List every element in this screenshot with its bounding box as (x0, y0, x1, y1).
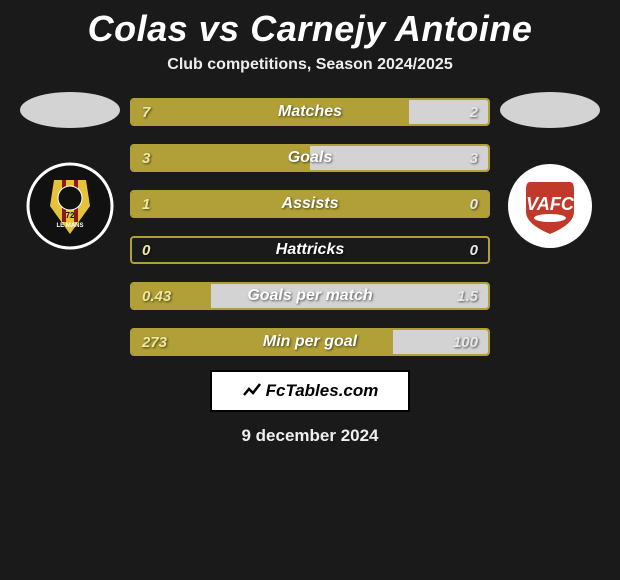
left-ellipse (20, 92, 120, 128)
stat-label: Matches (278, 103, 342, 121)
vs-text: vs (199, 8, 240, 49)
stat-value-right: 100 (453, 334, 478, 351)
svg-text:72: 72 (66, 211, 75, 220)
page-title: Colas vs Carnejy Antoine (88, 8, 533, 50)
stat-row-matches: 7 Matches 2 (130, 98, 490, 126)
date-text: 9 december 2024 (241, 426, 378, 446)
source-text: FcTables.com (266, 381, 379, 401)
subtitle: Club competitions, Season 2024/2025 (167, 56, 452, 74)
player2-name: Carnejy Antoine (250, 8, 532, 49)
player1-name: Colas (88, 8, 189, 49)
stat-value-right: 2 (470, 104, 478, 121)
bar-fill-right (310, 146, 488, 170)
stat-label: Hattricks (276, 241, 344, 259)
svg-text:LE MANS: LE MANS (57, 223, 84, 229)
svg-text:VAFC: VAFC (526, 194, 575, 214)
stat-value-right: 0 (470, 242, 478, 259)
main-content: 72 LE MANS 7 Matches 2 3 Goals 3 1 Assis… (0, 92, 620, 356)
bar-fill-left (132, 100, 409, 124)
stat-value-left: 0 (142, 242, 150, 259)
stat-label: Goals (288, 149, 332, 167)
stat-value-left: 3 (142, 150, 150, 167)
stat-value-left: 1 (142, 196, 150, 213)
stat-label: Goals per match (247, 287, 372, 305)
right-club-badge: VAFC (506, 162, 594, 250)
stat-value-right: 0 (470, 196, 478, 213)
right-ellipse (500, 92, 600, 128)
stat-row-hattricks: 0 Hattricks 0 (130, 236, 490, 264)
chart-icon (242, 381, 262, 401)
stat-row-assists: 1 Assists 0 (130, 190, 490, 218)
stat-label: Assists (282, 195, 339, 213)
left-side: 72 LE MANS (10, 92, 130, 250)
stat-row-min-per-goal: 273 Min per goal 100 (130, 328, 490, 356)
stat-value-left: 273 (142, 334, 167, 351)
source-attribution: FcTables.com (210, 370, 410, 412)
stat-row-goals: 3 Goals 3 (130, 144, 490, 172)
stat-bars: 7 Matches 2 3 Goals 3 1 Assists 0 0 Hatt… (130, 98, 490, 356)
left-club-badge: 72 LE MANS (26, 162, 114, 250)
stat-label: Min per goal (263, 333, 357, 351)
right-side: VAFC (490, 92, 610, 250)
bar-fill-left (132, 146, 310, 170)
stat-value-left: 0.43 (142, 288, 171, 305)
stat-value-right: 1.5 (457, 288, 478, 305)
stat-value-right: 3 (470, 150, 478, 167)
stat-row-goals-per-match: 0.43 Goals per match 1.5 (130, 282, 490, 310)
stat-value-left: 7 (142, 104, 150, 121)
